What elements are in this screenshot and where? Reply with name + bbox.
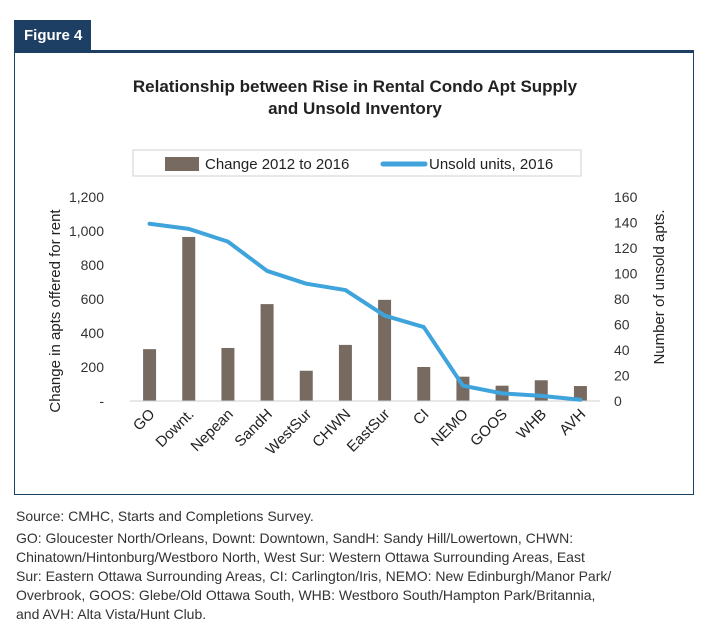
left-tick-label: 1,200 (69, 189, 104, 205)
right-tick-label: 20 (614, 368, 630, 384)
legend-bar-swatch (165, 157, 199, 171)
legend-box (132, 149, 582, 177)
chart: Relationship between Rise in Rental Cond… (47, 77, 668, 458)
legend-label-bars: Change 2012 to 2016 (205, 156, 349, 173)
right-tick-label: 100 (614, 266, 638, 282)
bar (143, 349, 157, 401)
category-label: WHB (513, 406, 550, 443)
abbreviation-notes: GO: Gloucester North/Orleans, Downt: Dow… (16, 529, 696, 624)
right-tick-label: 160 (614, 189, 638, 205)
left-tick-label: - (99, 393, 104, 409)
category-label: CI (410, 406, 433, 429)
figure-label: Figure 4 (14, 20, 91, 50)
legend-label-line: Unsold units, 2016 (429, 156, 553, 173)
chart-title: Relationship between Rise in Rental Cond… (133, 77, 578, 96)
unsold-units-line (147, 221, 583, 402)
right-tick-label: 60 (614, 317, 630, 333)
left-tick-label: 600 (81, 291, 105, 307)
bar (221, 347, 235, 401)
bar (182, 236, 196, 401)
right-tick-label: 0 (614, 393, 622, 409)
notes-line: Overbrook, GOOS: Glebe/Old Ottawa South,… (16, 587, 596, 603)
left-tick-label: 800 (81, 257, 105, 273)
notes-line: GO: Gloucester North/Orleans, Downt: Dow… (16, 530, 574, 546)
category-label: EastSur (344, 406, 394, 456)
category-label: AVH (556, 406, 589, 439)
bar (378, 299, 392, 401)
bar (260, 304, 274, 401)
bar (573, 386, 587, 401)
right-tick-label: 120 (614, 240, 638, 256)
source-note: Source: CMHC, Starts and Completions Sur… (16, 508, 314, 524)
chart-frame (14, 50, 694, 495)
notes-line: Chinatown/Hintonburg/Westboro North, Wes… (16, 549, 585, 565)
right-tick-label: 40 (614, 342, 630, 358)
left-tick-label: 1,000 (69, 223, 104, 239)
category-label: Nepean (188, 406, 237, 455)
y-axis-right-label: Number of unsold apts. (651, 209, 668, 364)
bar (299, 370, 313, 401)
notes-line: Sur: Eastern Ottawa Surrounding Areas, C… (16, 568, 612, 584)
category-label: NEMO (428, 406, 472, 450)
notes-line: and AVH: Alta Vista/Hunt Club. (16, 606, 207, 622)
left-tick-label: 200 (81, 359, 105, 375)
category-label: GOOS (467, 406, 511, 450)
chart-title: and Unsold Inventory (268, 99, 442, 118)
category-label: GO (130, 406, 159, 435)
bar (338, 344, 352, 401)
right-tick-label: 140 (614, 215, 638, 231)
y-axis-left-label: Change in apts offered for rent (47, 209, 64, 413)
left-tick-label: 400 (81, 325, 105, 341)
bar (417, 367, 431, 401)
right-tick-label: 80 (614, 291, 630, 307)
